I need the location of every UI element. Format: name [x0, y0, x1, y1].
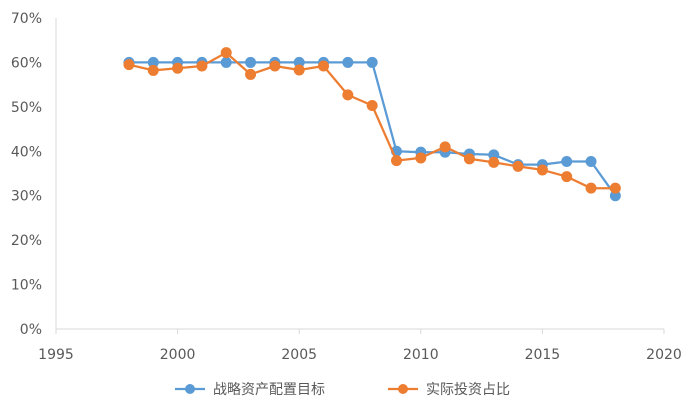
- x-tick-label: 2005: [281, 347, 317, 363]
- series-2-point: [585, 182, 597, 194]
- series-2-point: [415, 152, 427, 164]
- series-2-point: [463, 153, 475, 165]
- series-2-point: [220, 47, 232, 59]
- chart-series: [123, 47, 621, 202]
- y-tick-label: 40%: [11, 144, 42, 160]
- series-1-point: [220, 56, 232, 68]
- series-2-point: [366, 100, 378, 112]
- series-1-line: [129, 61, 617, 197]
- y-axis-ticks: 0% 10% 20% 30% 40% 50% 60% 70%: [11, 11, 42, 338]
- series-2-point: [245, 68, 257, 80]
- y-tick-label: 70%: [11, 11, 42, 27]
- legend-2-marker: [398, 384, 408, 394]
- series-1: [123, 56, 621, 202]
- series-1-point: [585, 156, 597, 168]
- y-tick-label: 30%: [11, 189, 42, 205]
- x-axis-ticks: 1995 2000 2005 2010 2015 2020: [38, 329, 682, 363]
- x-tick-label: 2010: [403, 347, 439, 363]
- x-tick-label: 1995: [38, 347, 74, 363]
- series-2-point: [390, 155, 402, 167]
- series-2-point: [123, 59, 135, 71]
- series-1-point: [561, 156, 573, 168]
- series-2-point: [488, 156, 500, 168]
- legend-2-label: 实际投资占比: [426, 382, 510, 398]
- y-tick-label: 50%: [11, 100, 42, 116]
- series-2-point: [561, 171, 573, 183]
- series-2-point: [293, 64, 305, 76]
- series-1-point: [245, 56, 257, 68]
- y-tick-label: 0%: [20, 322, 42, 338]
- chart-legend: 战略资产配置目标 实际投资占比: [175, 382, 510, 398]
- legend-1-label: 战略资产配置目标: [213, 382, 325, 398]
- series-1-point: [366, 56, 378, 68]
- series-1-point: [342, 56, 354, 68]
- series-2-point: [609, 182, 621, 194]
- series-2-point: [342, 89, 354, 101]
- series-2-point: [318, 60, 330, 72]
- y-tick-label: 60%: [11, 55, 42, 71]
- series-2-point: [196, 60, 208, 72]
- series-2-point: [147, 64, 159, 76]
- x-tick-label: 2015: [525, 347, 561, 363]
- x-tick-label: 2020: [646, 347, 682, 363]
- y-tick-label: 20%: [11, 233, 42, 249]
- series-2: [123, 47, 621, 194]
- series-2-point: [536, 164, 548, 176]
- series-2-point: [439, 141, 451, 153]
- chart-axes: [55, 18, 664, 330]
- series-2-point: [512, 160, 524, 172]
- y-tick-label: 10%: [11, 278, 42, 294]
- series-2-point: [269, 60, 281, 72]
- legend-1-marker: [185, 384, 195, 394]
- series-2-point: [172, 62, 184, 74]
- x-tick-label: 2000: [160, 347, 196, 363]
